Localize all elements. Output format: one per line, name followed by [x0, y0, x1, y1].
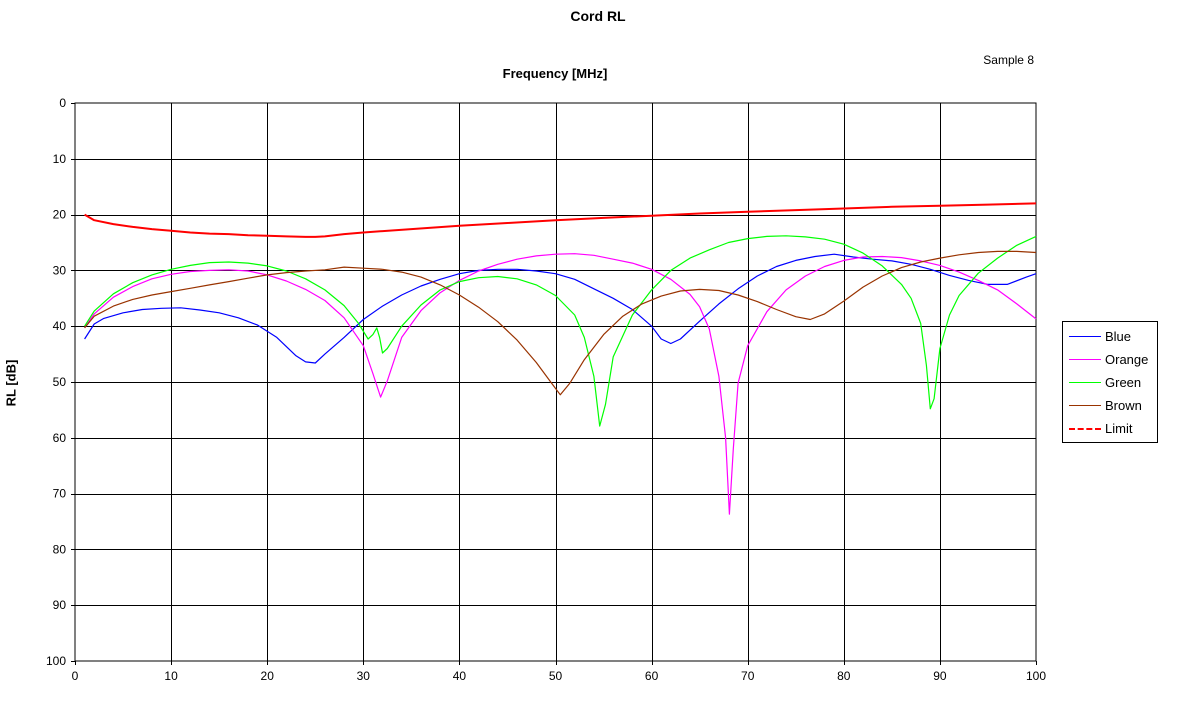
- y-tick-label: 50: [53, 375, 67, 389]
- legend-swatch: [1069, 405, 1101, 406]
- x-tick-label: 60: [645, 669, 659, 683]
- legend-item-brown: Brown: [1069, 394, 1157, 417]
- legend-label: Orange: [1105, 352, 1149, 367]
- y-tick-label: 20: [53, 208, 67, 222]
- chart-subtitle: Sample 8: [983, 53, 1034, 67]
- series-line-limit: [84, 202, 1037, 238]
- x-tick-label: 50: [549, 669, 563, 683]
- legend-item-limit: Limit: [1069, 417, 1157, 440]
- y-tick-label: 60: [53, 431, 67, 445]
- x-tick-label: 90: [933, 669, 947, 683]
- legend-label: Blue: [1105, 329, 1132, 344]
- y-tick-label: 80: [53, 542, 67, 556]
- x-tick-label: 0: [72, 669, 79, 683]
- y-tick-label: 90: [53, 598, 67, 612]
- legend-item-green: Green: [1069, 371, 1157, 394]
- x-tick-label: 100: [1026, 669, 1046, 683]
- y-tick-label: 70: [53, 487, 67, 501]
- x-tick-label: 80: [837, 669, 851, 683]
- legend-swatch: [1069, 382, 1101, 383]
- legend-label: Brown: [1105, 398, 1142, 413]
- x-tick-label: 40: [453, 669, 467, 683]
- y-tick-label: 30: [53, 263, 67, 277]
- legend-swatch: [1069, 427, 1101, 430]
- legend-swatch: [1069, 336, 1101, 337]
- x-tick-label: 30: [357, 669, 371, 683]
- x-tick-label: 20: [261, 669, 275, 683]
- series-layer: [84, 202, 1037, 515]
- tick-layer: 0 10 20 30 40 50 60 70 80 90 100 0 10 20 30 40 50 60 70 80 9…: [46, 96, 1046, 683]
- series-line-green: [84, 235, 1037, 427]
- series-line-brown: [84, 250, 1037, 396]
- legend-item-blue: Blue: [1069, 325, 1157, 348]
- chart-title: Cord RL: [570, 8, 626, 24]
- legend-swatch: [1069, 359, 1101, 360]
- legend-item-orange: Orange: [1069, 348, 1157, 371]
- x-tick-label: 10: [164, 669, 178, 683]
- chart-legend: Blue Orange Green Brown Limit: [1062, 321, 1158, 443]
- legend-label: Green: [1105, 375, 1142, 390]
- y-tick-label: 100: [46, 654, 66, 668]
- series-line-orange: [84, 253, 1037, 515]
- x-tick-label: 70: [741, 669, 755, 683]
- y-tick-label: 0: [59, 96, 66, 110]
- y-tick-label: 10: [53, 152, 67, 166]
- legend-label: Limit: [1105, 421, 1133, 436]
- grid-layer: [71, 102, 1037, 665]
- x-axis-title: Frequency [MHz]: [502, 66, 608, 81]
- y-tick-label: 40: [53, 319, 67, 333]
